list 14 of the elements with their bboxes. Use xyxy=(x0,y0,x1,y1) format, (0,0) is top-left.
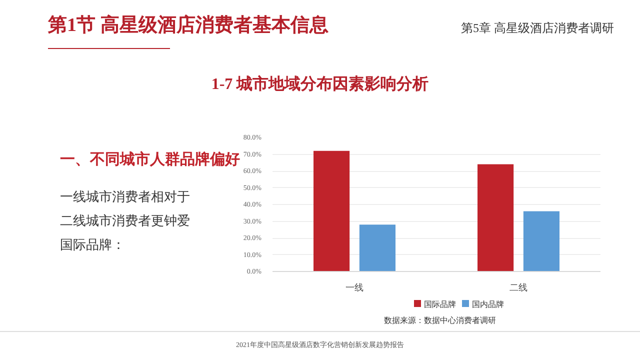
x-tick-label: 二线 xyxy=(510,282,528,292)
text: 一线城市消费者相对于二线城市消费者更钟爱国际品牌： xyxy=(60,188,191,254)
chart-title: 1-7 城市地域分布因素影响分析 xyxy=(210,74,430,95)
bar xyxy=(523,211,560,272)
text: 一、不同城市人群品牌偏好 xyxy=(60,150,240,169)
legend-label: 国内品牌 xyxy=(472,300,504,309)
bar xyxy=(359,224,396,272)
bar xyxy=(478,164,514,272)
bar xyxy=(314,150,350,272)
source-note: 数据来源：数据中心消费者调研 xyxy=(383,315,497,326)
legend-label: 国际品牌 xyxy=(424,300,456,309)
text: 第5章 高星级酒店消费者调研 xyxy=(461,20,614,37)
text: 第1节 高星级酒店消费者基本信息 xyxy=(48,14,328,38)
x-tick-label: 一线 xyxy=(346,282,364,292)
